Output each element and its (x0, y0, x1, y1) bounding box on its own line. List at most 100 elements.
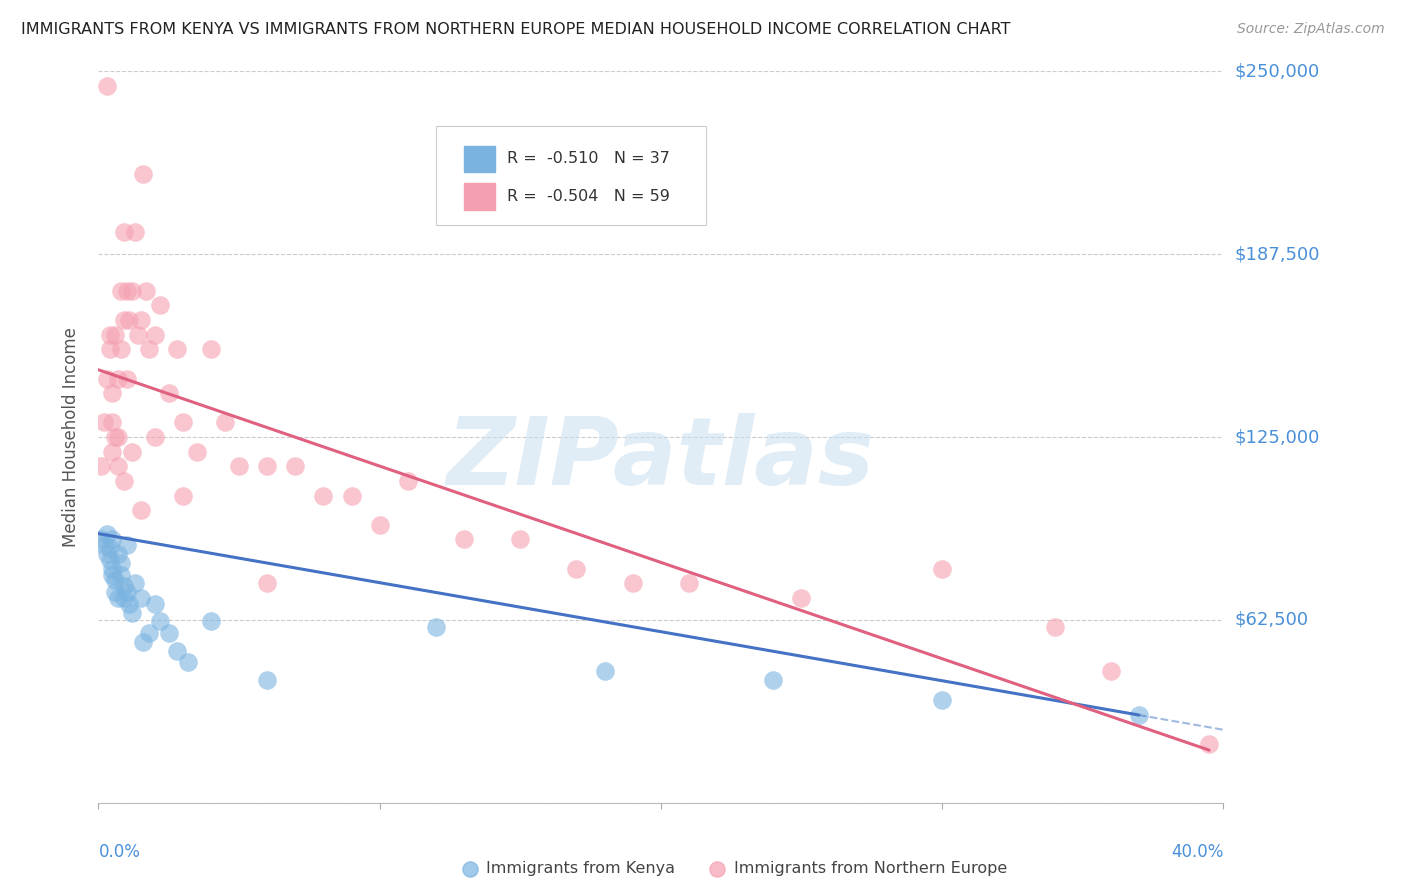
FancyBboxPatch shape (436, 126, 706, 225)
Point (112, 579, 135, 593)
Point (93, 538, 115, 552)
Point (1015, 796, 1038, 810)
Point (200, 343, 222, 357)
Point (112, 313, 135, 327)
Text: IMMIGRANTS FROM KENYA VS IMMIGRANTS FROM NORTHERN EUROPE MEDIAN HOUSEHOLD INCOME: IMMIGRANTS FROM KENYA VS IMMIGRANTS FROM… (21, 22, 1011, 37)
Point (509, 533, 531, 547)
Text: $125,000: $125,000 (1234, 428, 1320, 446)
Point (101, 562, 124, 576)
Point (1198, 737, 1220, 751)
Point (107, 459, 129, 474)
Bar (464, 145, 495, 172)
Point (112, 591, 135, 605)
Point (112, 225, 135, 239)
Point (129, 503, 152, 517)
Point (256, 576, 278, 591)
Point (186, 444, 208, 458)
Point (96, 526, 118, 541)
Point (177, 656, 200, 670)
Text: $250,000: $250,000 (1234, 62, 1320, 80)
Point (138, 626, 160, 640)
Point (678, 576, 700, 591)
Point (121, 444, 143, 458)
Point (565, 562, 588, 576)
Text: $62,500: $62,500 (1234, 611, 1309, 629)
Point (129, 591, 152, 605)
Point (340, 489, 363, 503)
Point (101, 533, 124, 547)
Point (396, 474, 419, 488)
Text: Immigrants from Northern Europe: Immigrants from Northern Europe (734, 861, 1007, 876)
Point (107, 430, 129, 444)
Point (115, 585, 138, 599)
Point (143, 597, 166, 611)
Point (790, 591, 813, 605)
Point (143, 327, 166, 342)
Point (96, 78, 118, 93)
Point (129, 313, 152, 327)
Point (135, 284, 157, 298)
Point (118, 313, 141, 327)
Point (425, 620, 447, 634)
Point (101, 386, 124, 401)
Point (172, 489, 194, 503)
Point (107, 547, 129, 561)
Point (115, 284, 138, 298)
Bar (464, 184, 495, 210)
Point (121, 284, 143, 298)
Point (621, 576, 644, 591)
Point (149, 298, 172, 312)
Point (118, 597, 141, 611)
Point (107, 591, 129, 605)
Text: ZIPatlas: ZIPatlas (447, 413, 875, 505)
Text: 0.0%: 0.0% (98, 843, 141, 861)
Text: Immigrants from Kenya: Immigrants from Kenya (486, 861, 675, 876)
Point (101, 444, 124, 458)
Point (90, 533, 112, 547)
Point (1043, 620, 1066, 634)
Point (368, 517, 391, 532)
Point (112, 474, 135, 488)
Point (93, 416, 115, 430)
Point (110, 556, 132, 570)
Point (200, 615, 222, 629)
Text: 40.0%: 40.0% (1171, 843, 1223, 861)
Point (110, 343, 132, 357)
Point (149, 615, 172, 629)
Point (166, 643, 188, 657)
Point (98, 343, 121, 357)
Point (110, 284, 132, 298)
Point (157, 626, 180, 640)
Point (312, 489, 335, 503)
Point (110, 567, 132, 582)
Point (124, 225, 146, 239)
Point (90, 459, 112, 474)
Point (115, 371, 138, 385)
Point (172, 416, 194, 430)
Point (115, 538, 138, 552)
Text: R =  -0.510   N = 37: R = -0.510 N = 37 (506, 152, 669, 166)
Text: $187,500: $187,500 (1234, 245, 1320, 263)
Point (104, 585, 127, 599)
Point (96, 371, 118, 385)
Point (107, 371, 129, 385)
Point (228, 459, 250, 474)
Point (453, 533, 475, 547)
Point (593, 664, 616, 678)
Point (101, 567, 124, 582)
Point (121, 606, 143, 620)
Point (931, 693, 953, 707)
Point (284, 459, 307, 474)
Point (96, 547, 118, 561)
Point (98, 327, 121, 342)
Point (127, 327, 149, 342)
Point (124, 576, 146, 591)
Point (1099, 664, 1122, 678)
Point (256, 459, 278, 474)
Point (1128, 708, 1150, 723)
Text: Source: ZipAtlas.com: Source: ZipAtlas.com (1237, 22, 1385, 37)
Point (98, 553, 121, 567)
Point (104, 574, 127, 588)
Point (166, 343, 188, 357)
Point (138, 343, 160, 357)
